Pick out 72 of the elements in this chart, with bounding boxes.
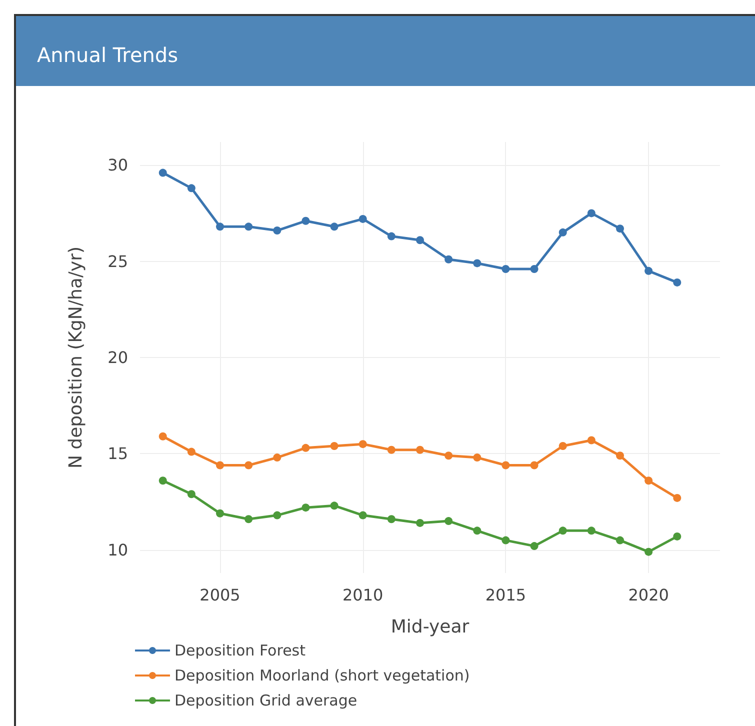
point <box>444 255 453 264</box>
point <box>187 448 196 456</box>
point <box>473 454 482 462</box>
point <box>558 442 567 450</box>
x-tick-label: 2010 <box>342 586 384 604</box>
point <box>587 209 596 218</box>
point <box>273 511 282 520</box>
point <box>644 266 653 275</box>
point <box>273 454 282 462</box>
point <box>358 511 367 520</box>
point <box>244 222 253 231</box>
point <box>558 228 567 236</box>
y-tick-label: 10 <box>108 540 128 560</box>
point <box>387 515 396 524</box>
point <box>444 517 453 526</box>
point <box>330 502 338 510</box>
point <box>387 446 396 454</box>
y-tick-label: 30 <box>108 156 128 175</box>
point <box>187 490 196 498</box>
point <box>616 224 624 233</box>
x-tick-label: 2020 <box>628 586 669 604</box>
point <box>673 532 682 540</box>
y-tick-label: 15 <box>108 444 128 464</box>
point <box>273 226 282 235</box>
point <box>502 264 510 273</box>
point <box>358 440 367 448</box>
y-tick-label: 20 <box>108 348 128 367</box>
point <box>473 526 482 535</box>
x-tick-label: 2005 <box>200 586 240 604</box>
y-tick-label: 25 <box>108 252 128 271</box>
point <box>244 461 253 470</box>
chart-title: Annual Trends <box>37 43 178 67</box>
point <box>473 259 482 268</box>
point <box>158 168 167 177</box>
x-tick-label: 2015 <box>485 586 526 604</box>
point <box>673 494 682 502</box>
point <box>416 236 424 244</box>
point <box>158 432 167 440</box>
point <box>530 264 538 273</box>
point <box>244 515 253 524</box>
point <box>216 222 224 231</box>
point <box>616 536 624 544</box>
legend-label: Deposition Grid average <box>174 692 358 710</box>
point <box>673 278 682 286</box>
point <box>330 222 338 231</box>
point <box>216 461 224 470</box>
y-axis-title: N deposition (KgN/ha/yr) <box>66 246 86 469</box>
point <box>530 461 538 470</box>
legend-label: Deposition Forest <box>174 642 306 660</box>
point <box>216 509 224 518</box>
point <box>416 446 424 454</box>
point <box>387 232 396 240</box>
point <box>444 452 453 460</box>
point <box>558 526 567 535</box>
point <box>158 476 167 485</box>
point <box>502 536 510 544</box>
point <box>644 548 653 556</box>
point <box>187 184 196 192</box>
point <box>330 442 338 450</box>
point <box>616 452 624 460</box>
x-axis-title: Mid-year <box>390 616 470 638</box>
point <box>302 504 310 512</box>
point <box>502 461 510 470</box>
point <box>587 436 596 444</box>
point <box>302 444 310 452</box>
point <box>358 214 367 223</box>
point <box>644 476 653 485</box>
point <box>302 216 310 225</box>
legend-label: Deposition Moorland (short vegetation) <box>174 666 470 684</box>
point <box>416 518 424 527</box>
point <box>530 542 538 550</box>
point <box>587 526 596 535</box>
